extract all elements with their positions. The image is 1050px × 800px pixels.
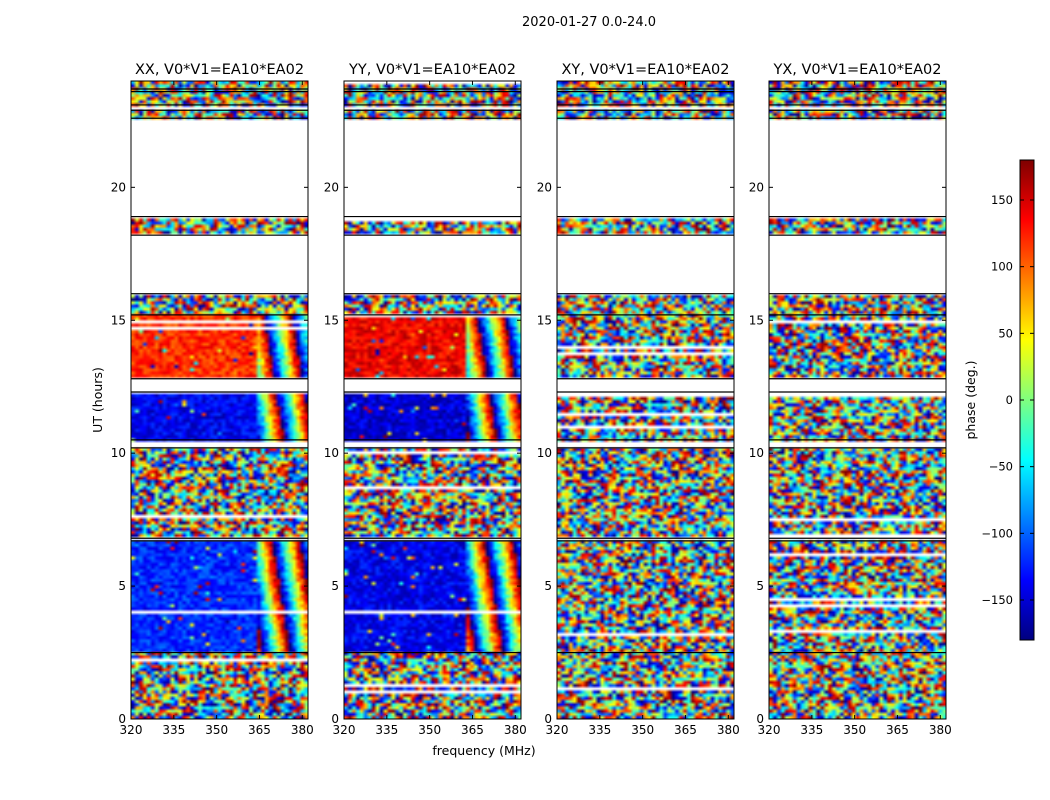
y-tick-label: 20: [111, 180, 126, 194]
x-tick-label: 335: [375, 723, 398, 737]
figure-title: 2020-01-27 0.0-24.0: [522, 15, 656, 30]
y-tick-label: 15: [111, 313, 126, 327]
panel-title: XY, V0*V1=EA10*EA02: [561, 62, 729, 78]
colorbar-tick-label: 50: [998, 326, 1013, 340]
panel-title: YY, V0*V1=EA10*EA02: [348, 62, 516, 78]
x-tick-label: 320: [120, 723, 143, 737]
x-tick-label: 350: [843, 723, 866, 737]
y-tick-label: 5: [331, 579, 339, 593]
y-tick-label: 10: [537, 446, 552, 460]
x-tick-label: 350: [418, 723, 441, 737]
panel-yy: YY, V0*V1=EA10*EA02 320 335 350 365 380 0 5 10 15…: [324, 62, 527, 737]
panel-frame: [130, 80, 309, 720]
heatmap-cells: [557, 81, 734, 719]
panel-yx: YX, V0*V1=EA10*EA02 320 335 350 365 380 0 5 10 15…: [749, 62, 952, 737]
x-tick-label: 320: [546, 723, 569, 737]
y-tick-label: 15: [749, 313, 764, 327]
heatmap-cells: [769, 81, 946, 719]
y-tick-label: 0: [118, 712, 126, 726]
panel-xx: XX, V0*V1=EA10*EA02 320 335 350 365 380 0 5 10 15…: [111, 62, 314, 737]
y-tick-label: 15: [537, 313, 552, 327]
x-tick-label: 380: [291, 723, 314, 737]
y-tick-label: 10: [324, 446, 339, 460]
heatmap-cells: [344, 81, 521, 719]
x-tick-label: 380: [504, 723, 527, 737]
x-tick-label: 320: [333, 723, 356, 737]
panel-title: YX, V0*V1=EA10*EA02: [772, 62, 941, 78]
y-tick-label: 0: [756, 712, 764, 726]
x-tick-label: 380: [717, 723, 740, 737]
x-tick-label: 365: [248, 723, 271, 737]
heatmap-cells: [131, 81, 308, 719]
colorbar-tick-label: 150: [991, 193, 1013, 207]
panel-frame: [343, 80, 522, 720]
colorbar-tick-label: 0: [1006, 393, 1013, 407]
y-tick-label: 0: [544, 712, 552, 726]
colorbar: 150 100 50 0 −50 −100 −150 phase (deg.): [963, 159, 1035, 641]
y-tick-label: 10: [111, 446, 126, 460]
panel-title: XX, V0*V1=EA10*EA02: [135, 62, 304, 78]
panel-frame: [556, 80, 735, 720]
x-tick-label: 335: [800, 723, 823, 737]
x-tick-label: 365: [461, 723, 484, 737]
x-tick-label: 380: [929, 723, 952, 737]
x-tick-label: 350: [631, 723, 654, 737]
y-tick-label: 0: [331, 712, 339, 726]
colorbar-tick-label: −100: [981, 526, 1013, 540]
y-tick-label: 20: [324, 180, 339, 194]
colorbar-tick-label: −150: [981, 593, 1013, 607]
colorbar-label: phase (deg.): [963, 361, 978, 440]
x-tick-label: 335: [162, 723, 185, 737]
y-tick-label: 15: [324, 313, 339, 327]
y-tick-label: 20: [749, 180, 764, 194]
y-tick-label: 20: [537, 180, 552, 194]
x-tick-label: 335: [588, 723, 611, 737]
colorbar-tick-label: 100: [991, 260, 1013, 274]
colorbar-tick-label: −50: [989, 460, 1013, 474]
x-tick-label: 350: [205, 723, 228, 737]
y-tick-label: 5: [118, 579, 126, 593]
x-tick-label: 365: [886, 723, 909, 737]
panel-frame: [768, 80, 947, 720]
y-tick-label: 5: [756, 579, 764, 593]
x-tick-label: 320: [758, 723, 781, 737]
y-tick-label: 10: [749, 446, 764, 460]
y-tick-label: 5: [544, 579, 552, 593]
panels: XX, V0*V1=EA10*EA02 320 335 350 365 380 0 5 10 15…: [111, 62, 952, 737]
x-axis-label: frequency (MHz): [432, 743, 535, 758]
panel-xy: XY, V0*V1=EA10*EA02 320 335 350 365 380 0 5 10 15…: [537, 62, 740, 737]
y-axis-label: UT (hours): [90, 367, 105, 433]
x-tick-label: 365: [674, 723, 697, 737]
